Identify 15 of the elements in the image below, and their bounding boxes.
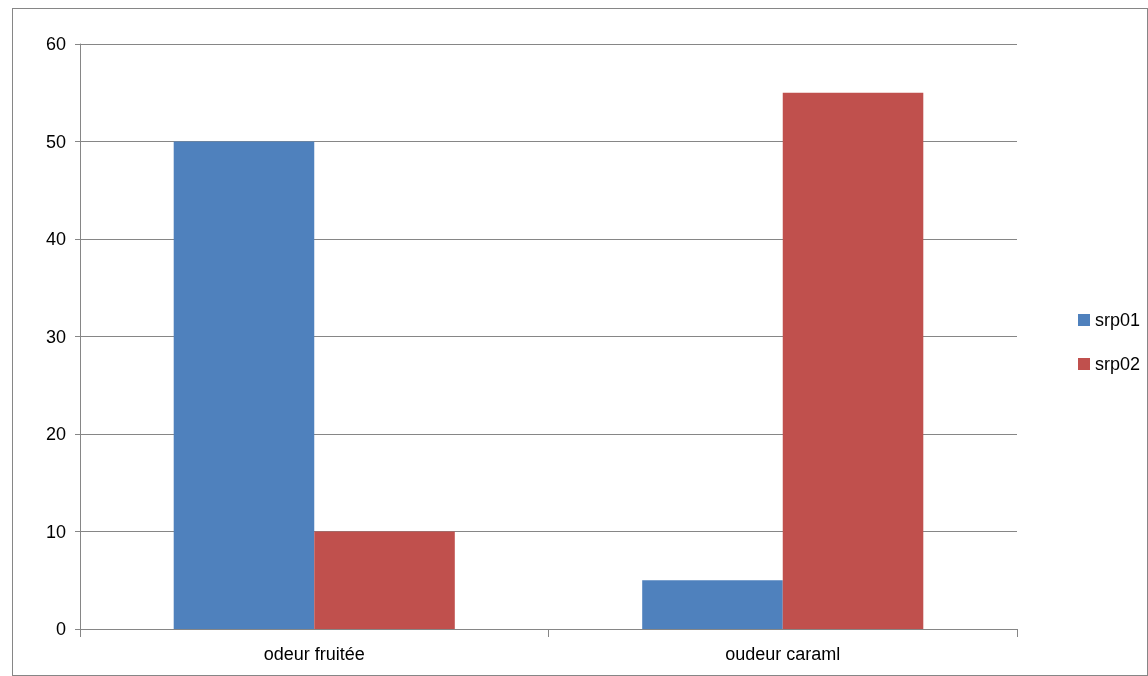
bar [782, 92, 924, 629]
y-tick-label: 20 [45, 424, 66, 444]
legend-label: srp02 [1094, 354, 1140, 374]
x-tick-label: odeur fruitée [263, 644, 365, 664]
bar [314, 531, 455, 629]
y-tick-label: 60 [45, 34, 66, 54]
bar [173, 141, 315, 629]
bar [642, 580, 783, 629]
y-tick-label: 30 [45, 326, 66, 347]
y-tick-label: 0 [55, 619, 66, 639]
x-tick-label: oudeur caraml [725, 644, 841, 664]
y-tick-label: 50 [45, 131, 66, 152]
legend-label: srp01 [1094, 310, 1140, 330]
y-tick-label: 40 [45, 229, 66, 249]
y-tick-label: 10 [45, 521, 66, 542]
